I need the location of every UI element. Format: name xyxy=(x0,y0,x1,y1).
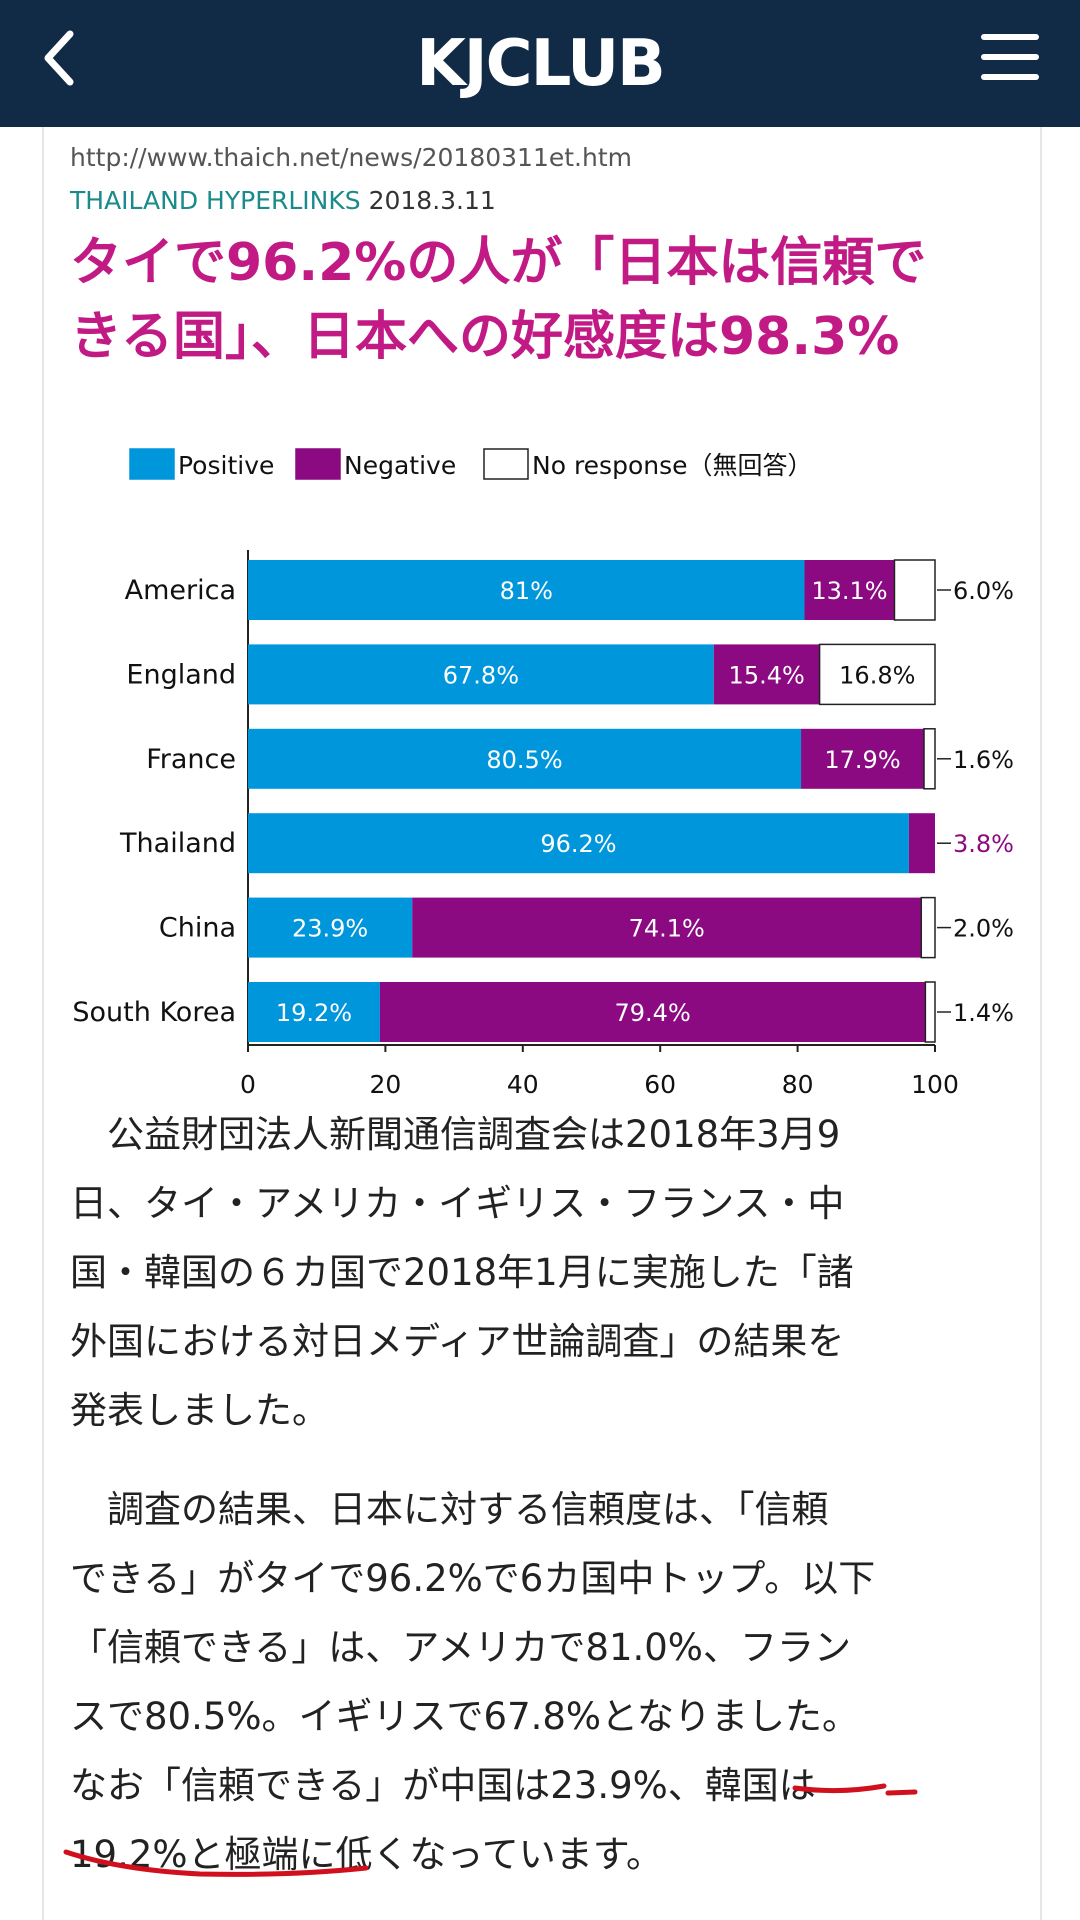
data-label: 1.6% xyxy=(953,746,1014,774)
x-tick-label: 80 xyxy=(782,1070,814,1099)
paragraph-line: 日、タイ・アメリカ・イギリス・フランス・中 xyxy=(70,1182,845,1225)
data-label: 2.0% xyxy=(953,915,1014,943)
paragraph-line: 発表しました。 xyxy=(70,1389,329,1432)
paragraph-line: できる」がタイで96.2%で6カ国中トップ。以下 xyxy=(70,1557,876,1600)
x-tick-label: 100 xyxy=(911,1070,959,1099)
headline-line: きる国」、日本への好感度は98.3% xyxy=(70,307,900,367)
x-tick-label: 40 xyxy=(507,1070,539,1099)
category-label: China xyxy=(159,913,236,944)
paragraph-line: 国・韓国の６カ国で2018年1月に実施した「諸 xyxy=(70,1251,854,1294)
bar-segment xyxy=(924,981,936,1043)
x-tick-label: 60 xyxy=(644,1070,676,1099)
data-label: 3.8% xyxy=(953,830,1014,858)
article-panel xyxy=(42,127,1042,1920)
bar-segment xyxy=(893,559,936,621)
legend-label: No response（無回答） xyxy=(532,451,813,480)
data-label: 96.2% xyxy=(540,830,616,858)
bar-segment xyxy=(248,897,413,958)
paragraph-line: 公益財団法人新聞通信調査会は2018年3月9 xyxy=(70,1113,841,1156)
data-label: 23.9% xyxy=(292,915,368,943)
bar-segment xyxy=(248,644,714,705)
bar-segment xyxy=(713,644,820,705)
source-url[interactable]: http://www.thaich.net/news/20180311et.ht… xyxy=(70,143,632,172)
bar-segment xyxy=(248,982,380,1042)
bar-segment xyxy=(923,728,936,790)
data-label: 1.4% xyxy=(953,999,1014,1027)
hamburger-menu-icon[interactable] xyxy=(975,34,1045,94)
category-label: Thailand xyxy=(119,828,236,859)
article-headline: タイで96.2%の人が「日本は信頼で きる国」、日本への好感度は98.3% xyxy=(70,226,1030,374)
paragraph-line: スで80.5%。イギリスで67.8%となりました。 xyxy=(70,1695,859,1738)
data-label: 67.8% xyxy=(443,661,519,689)
category-label: South Korea xyxy=(72,997,236,1028)
paragraph-2: 調査の結果、日本に対する信頼度は、「信頼 できる」がタイで96.2%で6カ国中ト… xyxy=(70,1475,1030,1889)
data-label: 13.1% xyxy=(811,577,887,605)
back-button[interactable] xyxy=(30,22,100,102)
data-label: 74.1% xyxy=(629,915,705,943)
x-tick-label: 0 xyxy=(240,1070,256,1099)
bar-segment xyxy=(379,982,926,1042)
paragraph-line: 調査の結果、日本に対する信頼度は、「信頼 xyxy=(70,1488,829,1531)
source-date: 2018.3.11 xyxy=(368,186,496,215)
data-label: 79.4% xyxy=(615,999,691,1027)
paragraph-line: 「信頼できる」は、アメリカで81.0%、フラン xyxy=(70,1626,851,1669)
category-label: France xyxy=(146,744,236,775)
paragraph-line: 外国における対日メディア世論調査」の結果を xyxy=(70,1320,845,1363)
paragraph-line: なお「信頼できる」が中国は23.9%、韓国は xyxy=(70,1764,816,1807)
data-label: 16.8% xyxy=(839,661,915,689)
bar-segment xyxy=(248,813,909,874)
chevron-left-icon xyxy=(44,30,74,86)
bar-segment xyxy=(412,897,922,958)
data-label: 15.4% xyxy=(729,661,805,689)
legend-label: Positive xyxy=(178,451,274,480)
app-header: KJCLUB xyxy=(0,0,1080,127)
source-line: THAILAND HYPERLINKS 2018.3.11 xyxy=(70,186,496,215)
data-label: 80.5% xyxy=(486,746,562,774)
bar-segment xyxy=(801,728,925,789)
bar-segment xyxy=(804,560,895,620)
legend-swatch xyxy=(295,448,341,480)
bar-segment xyxy=(908,813,935,874)
bar-segment xyxy=(248,560,805,620)
data-label: 17.9% xyxy=(824,746,900,774)
legend-swatch xyxy=(129,448,175,480)
x-tick-label: 20 xyxy=(369,1070,401,1099)
category-label: America xyxy=(125,575,236,606)
paragraph-1: 公益財団法人新聞通信調査会は2018年3月9 日、タイ・アメリカ・イギリス・フラ… xyxy=(70,1100,1030,1445)
legend-swatch xyxy=(483,448,529,480)
site-logo: KJCLUB xyxy=(416,26,666,101)
data-label: 19.2% xyxy=(276,999,352,1027)
source-name[interactable]: THAILAND HYPERLINKS xyxy=(70,186,361,215)
category-label: England xyxy=(126,659,236,690)
data-label: 81% xyxy=(500,577,553,605)
stacked-bar-chart: Positive Negative No response（無回答） 0 20 40 60 8… xyxy=(72,448,1014,1099)
bar-segment xyxy=(248,728,802,789)
paragraph-line: 19.2%と極端に低くなっています。 xyxy=(70,1833,663,1876)
data-label: 6.0% xyxy=(953,577,1014,605)
bar-segment xyxy=(818,643,936,706)
headline-line: タイで96.2%の人が「日本は信頼で xyxy=(70,233,927,293)
bar-segment xyxy=(920,896,936,959)
legend-label: Negative xyxy=(344,451,456,480)
